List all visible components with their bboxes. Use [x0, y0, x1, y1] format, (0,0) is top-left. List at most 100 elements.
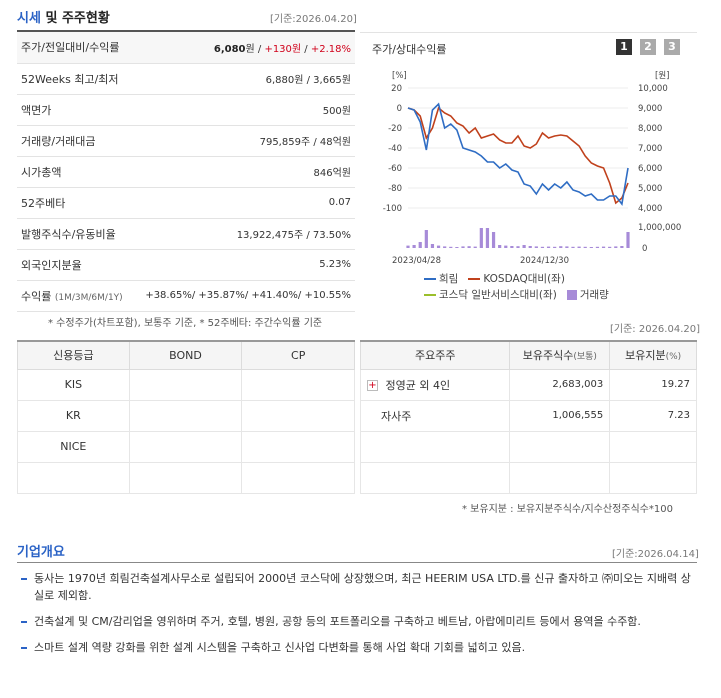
shares-cell: 1,006,555 — [509, 399, 611, 432]
volume-bar — [479, 228, 483, 248]
col-header: BOND — [128, 340, 243, 370]
right-axis-unit: [원] — [655, 71, 669, 81]
volume-bar — [595, 246, 600, 248]
volume-bar — [534, 246, 538, 248]
chart-page-3-button[interactable]: 3 — [664, 39, 680, 55]
legend-swatch — [424, 294, 436, 296]
volume-bar — [430, 244, 435, 248]
table-row: 자사주 1,006,555 7.23 — [359, 399, 697, 432]
cp-cell — [241, 430, 355, 463]
chart-legend-2: 코스닥 일반서비스대비(좌) 거래량 — [424, 287, 609, 302]
right-tick-label: 9,000 — [638, 104, 662, 114]
volume-bar — [418, 242, 422, 248]
volume-bar — [577, 246, 581, 248]
chart-page-2-button[interactable]: 2 — [640, 39, 656, 55]
chart-date-stamp: [기준: 2026.04.20] — [610, 324, 701, 335]
volume-bar — [467, 246, 471, 248]
right-tick-label: 5,000 — [638, 184, 662, 194]
table-row: 액면가 500원 — [17, 94, 355, 126]
bond-cell — [128, 368, 243, 401]
table-row — [17, 461, 355, 494]
price-footnote: * 수정주가(차트포함), 보통주 기준, * 52주베타: 주간수익률 기준 — [48, 318, 323, 329]
right-tick-label: 10,000 — [638, 84, 668, 94]
right-tick-label: 8,000 — [638, 124, 662, 134]
pct-cell — [609, 430, 697, 463]
volume-bar — [614, 246, 618, 248]
chart-panel: 주가/상대수익률 1 2 3 [%] [원] 20 0 -20 -40 -60 -80 -100… — [360, 32, 697, 310]
volume-bar — [540, 246, 545, 248]
section-top-rule — [17, 30, 355, 32]
agency-cell — [17, 461, 130, 494]
left-tick-label: -60 — [388, 164, 402, 174]
chart-page-1-button[interactable]: 1 — [616, 39, 632, 55]
volume-bar — [504, 245, 508, 248]
volume-bar — [473, 246, 477, 248]
volume-bar — [583, 246, 587, 248]
table-header-row: 신용등급 BOND CP — [17, 340, 355, 370]
x-tick-label: 2023/04/28 — [392, 256, 441, 266]
expand-icon[interactable]: + — [367, 380, 378, 391]
volume-bar — [516, 246, 520, 248]
holder-name-cell — [359, 461, 511, 494]
table-row — [359, 430, 697, 463]
table-row: 수익률 (1M/3M/6M/1Y) +38.65%/ +35.87%/ +41.… — [17, 280, 355, 312]
cp-cell — [241, 399, 355, 432]
left-tick-label: -80 — [388, 184, 402, 194]
legend-swatch — [424, 278, 436, 280]
volume-bar — [528, 246, 532, 248]
holder-name-cell: 자사주 — [359, 399, 511, 432]
left-tick-label: 0 — [397, 104, 402, 114]
volume-bar — [412, 245, 416, 248]
left-tick-label: -20 — [388, 124, 402, 134]
legend-swatch — [468, 278, 481, 280]
row-label: 52주베타 — [17, 187, 132, 219]
list-item: 스마트 설계 역량 강화를 위한 설계 시스템을 구축하고 신사업 다변화를 통… — [20, 639, 700, 656]
legend-volume: 거래량 — [566, 289, 609, 301]
bond-cell — [128, 461, 243, 494]
right-tick-label: 7,000 — [638, 144, 662, 154]
legend-swatch — [566, 290, 577, 300]
agency-cell: KIS — [17, 368, 130, 401]
volume-tick-label: 0 — [642, 244, 647, 254]
left-axis-unit: [%] — [392, 71, 407, 81]
table-row: + 정영균 외 4인 2,683,003 19.27 — [359, 368, 697, 401]
table-row: 외국인지분율 5.23% — [17, 249, 355, 281]
major-shareholders-table: 주요주주 보유주식수(보통) 보유지분(%) + 정영균 외 4인 2,683,… — [359, 340, 697, 494]
volume-tick-label: 1,000,000 — [638, 223, 681, 233]
left-tick-label: -100 — [383, 204, 402, 214]
volume-bar — [510, 246, 514, 248]
bond-cell — [128, 430, 243, 463]
table-row: 52주베타 0.07 — [17, 187, 355, 219]
agency-cell: KR — [17, 399, 130, 432]
row-label: 외국인지분율 — [17, 249, 132, 281]
returns-value: +38.65%/ +35.87%/ +41.40%/ +10.55% — [131, 280, 355, 312]
volume-bar — [608, 246, 612, 248]
col-header-holder: 주요주주 — [359, 340, 511, 370]
legend-kosdaq: KOSDAQ대비(좌) — [468, 273, 565, 285]
right-tick-label: 4,000 — [638, 204, 662, 214]
table-row: 발행주식수/유동비율 13,922,475주 / 73.50% — [17, 218, 355, 250]
credit-rating-table: 신용등급 BOND CP KIS KR NICE — [17, 340, 355, 494]
volume-bar — [424, 230, 428, 248]
overview-date-stamp: [기준:2026.04.14] — [612, 549, 699, 560]
table-row: NICE — [17, 430, 355, 463]
right-tick-label: 6,000 — [638, 164, 662, 174]
row-value: 13,922,475주 / 73.50% — [131, 218, 355, 250]
kosdaq-relative-line — [407, 106, 629, 205]
col-header: 신용등급 — [17, 340, 130, 370]
volume-bar — [455, 247, 459, 248]
pct-cell: 19.27 — [609, 368, 697, 401]
volume-bar — [589, 247, 593, 248]
volume-bar — [601, 246, 606, 248]
volume-bar — [485, 228, 490, 248]
volume-bar — [626, 232, 630, 248]
row-label: 거래량/거래대금 — [17, 125, 132, 157]
row-label: 52Weeks 최고/최저 — [17, 63, 132, 95]
volume-bar — [522, 245, 526, 248]
section-title-overview: 기업개요 — [17, 545, 65, 560]
volume-bar — [546, 246, 551, 248]
row-label: 시가총액 — [17, 156, 132, 188]
table-row — [359, 461, 697, 494]
left-tick-label: -40 — [388, 144, 402, 154]
pct-cell: 7.23 — [609, 399, 697, 432]
